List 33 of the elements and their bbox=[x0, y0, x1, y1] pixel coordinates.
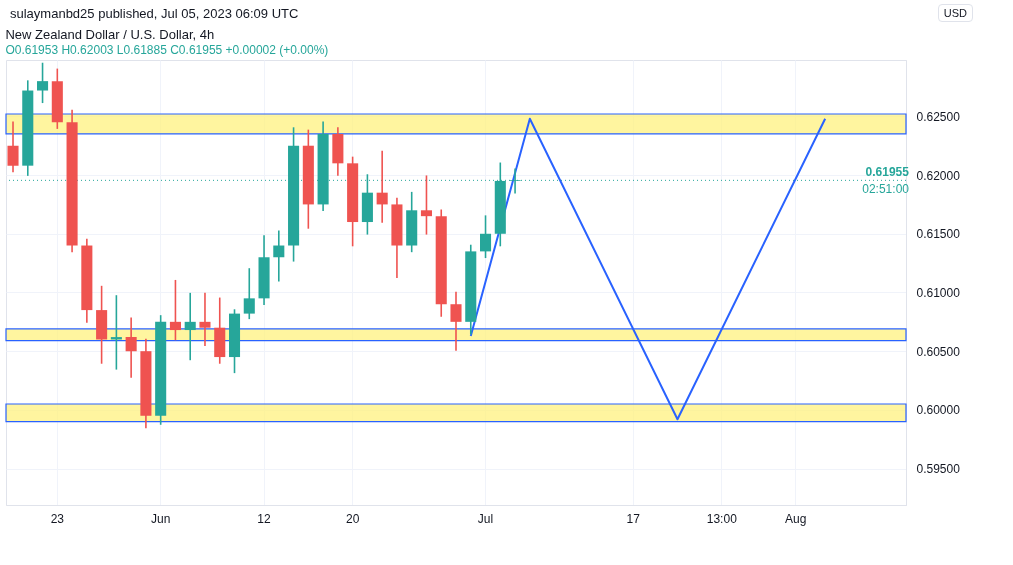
candlestick bbox=[199, 292, 211, 347]
x-tick-label: 12 bbox=[257, 511, 272, 526]
x-tick-label: 20 bbox=[345, 511, 360, 526]
candlestick bbox=[420, 175, 432, 235]
candlestick bbox=[125, 317, 137, 378]
x-tick-label: Jul bbox=[477, 511, 494, 526]
x-tick-label: 23 bbox=[50, 511, 65, 526]
candlestick bbox=[243, 268, 255, 320]
candlestick bbox=[273, 230, 285, 282]
text: sulaymanbd25 published, Jul 05, 2023 06:09 UTC bbox=[10, 6, 299, 21]
chart-subtitle: O0.61953 H0.62003 L0.61885 C0.61955 +0.00002 (+0.00%) bbox=[5, 43, 329, 57]
text: USD bbox=[937, 4, 973, 22]
y-tick-label: 0.61000 bbox=[916, 285, 961, 300]
ref-line-label: 0.61955 bbox=[865, 165, 910, 180]
candlestick bbox=[37, 62, 49, 104]
candlestick bbox=[184, 292, 196, 361]
x-tick-label: 17 bbox=[626, 511, 641, 526]
candlestick bbox=[376, 150, 388, 223]
annotation: 02:51:00 bbox=[862, 182, 910, 197]
y-tick-label: 0.60500 bbox=[916, 344, 961, 359]
y-tick-label: 0.60000 bbox=[916, 403, 961, 418]
candlestick bbox=[450, 291, 462, 351]
y-tick-label: 0.62000 bbox=[916, 168, 961, 183]
chart-title: New Zealand Dollar / U.S. Dollar, 4h bbox=[5, 27, 215, 42]
x-tick-label: Jun bbox=[151, 511, 171, 526]
x-tick-label: Aug bbox=[784, 511, 807, 526]
candlestick bbox=[169, 279, 181, 341]
y-tick-label: 0.61500 bbox=[916, 227, 961, 242]
x-tick-label: 13:00 bbox=[706, 511, 738, 526]
y-tick-label: 0.62500 bbox=[916, 109, 961, 124]
candlestick bbox=[7, 121, 19, 173]
candlestick bbox=[480, 215, 492, 259]
y-tick-label: 0.59500 bbox=[916, 462, 961, 477]
